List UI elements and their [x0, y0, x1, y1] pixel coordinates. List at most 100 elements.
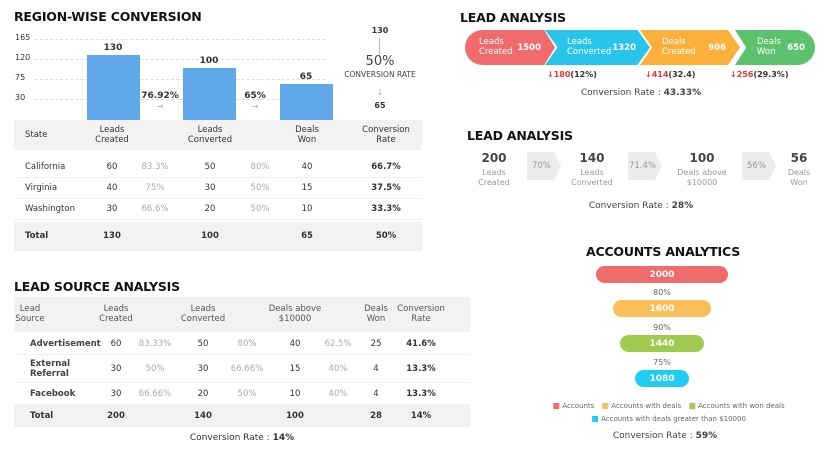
total-cell: 200: [107, 410, 125, 421]
drop-pct: (32.4): [668, 70, 696, 79]
column-header: Lead Source: [15, 303, 45, 324]
legend-label: Accounts with won deals: [698, 402, 785, 410]
table-cell: 4: [373, 388, 379, 399]
y-tick-label: 30: [15, 93, 26, 103]
table-cell: 66.6%: [141, 203, 169, 214]
bar[interactable]: [280, 83, 333, 120]
table-cell: 80%: [250, 161, 270, 172]
funnel-bar[interactable]: 1600: [612, 300, 712, 317]
total-cell: 140: [194, 410, 212, 421]
table-cell: 50%: [250, 182, 270, 193]
table-cell: 15: [289, 363, 301, 374]
y-tick-label: 120: [15, 53, 31, 63]
column-header: Leads Converted: [180, 303, 226, 324]
funnel-stage[interactable]: Deals Won 650: [735, 30, 815, 65]
conv-label: Conversion Rate :: [588, 201, 672, 211]
table-total-row: Total 200 140 100 28 14%: [14, 405, 470, 427]
table-row: Washington 30 66.6% 20 50% 10 33.3%: [14, 199, 422, 220]
funnel-bar[interactable]: 1440: [619, 335, 705, 352]
conv-value: 59%: [695, 431, 718, 441]
col-leads-converted: Leads Converted: [187, 124, 233, 145]
legend-item[interactable]: Accounts with deals: [594, 402, 681, 410]
funnel-rate: 80%: [653, 288, 671, 297]
table-cell: 66.7%: [371, 161, 401, 172]
stage-value: 650: [787, 42, 805, 53]
col-state: State: [25, 129, 48, 140]
legend-item[interactable]: Accounts with won deals: [681, 402, 785, 410]
bar[interactable]: [183, 68, 236, 120]
drop-num: 180: [553, 70, 571, 79]
table-cell: 75%: [145, 182, 165, 193]
funnel-bar[interactable]: 1080: [635, 370, 689, 387]
table-cell: 25: [370, 338, 382, 349]
table-cell: 40: [106, 182, 118, 193]
table-cell: 30: [106, 203, 118, 214]
lead-source-title: LEAD SOURCE ANALYSIS: [14, 279, 180, 294]
total-cell: 65: [301, 230, 313, 241]
column-header: Deals Won: [364, 303, 388, 324]
column-header: Leads Created: [99, 303, 133, 324]
bar-value-label: 130: [103, 42, 123, 53]
stage-value: 140: [579, 151, 605, 165]
y-tick-label: 165: [15, 33, 31, 43]
rate-chevron: 56%: [742, 152, 776, 180]
stage-label: Deals Won: [787, 168, 811, 187]
funnel-stage[interactable]: Leads Created 1500: [465, 30, 555, 65]
legend-swatch-icon: [592, 416, 599, 422]
y-tick-label: 75: [15, 73, 26, 83]
table-cell: California: [25, 161, 66, 172]
table-cell: 50: [197, 338, 209, 349]
table-cell: 15: [301, 182, 313, 193]
table-cell: 66.66%: [230, 363, 264, 374]
summary-top: 130: [371, 26, 389, 35]
total-cell: 100: [201, 230, 219, 241]
col-leads-created: Leads Created: [95, 124, 129, 145]
table-cell: 40: [301, 161, 313, 172]
accounts-conversion: Conversion Rate : 59%: [613, 431, 717, 441]
drop-num: 256: [736, 70, 754, 79]
table-cell: 41.6%: [406, 338, 436, 349]
summary-label: CONVERSION RATE: [344, 70, 416, 79]
table-cell: Virginia: [25, 182, 58, 193]
legend-item[interactable]: Accounts: [545, 402, 594, 410]
stage-value: 1500: [517, 42, 541, 53]
table-cell: 20: [197, 388, 209, 399]
total-cell: 130: [103, 230, 121, 241]
total-cell: 50%: [375, 230, 397, 241]
legend-label: Accounts with deals greater than $10000: [601, 415, 746, 423]
lead-analysis-conversion: Conversion Rate : 43.33%: [581, 88, 701, 98]
table-cell: 40: [289, 338, 301, 349]
table-row: Advertisement 60 83.33% 50 80% 40 62.5% 25 41.6%: [14, 332, 470, 355]
total-cell: 100: [286, 410, 304, 421]
table-header: State Leads Created Leads Converted Deal…: [14, 120, 422, 150]
gridline: [35, 59, 325, 61]
total-label: Total: [25, 230, 49, 241]
funnel-stage[interactable]: Deals Created 906: [640, 30, 740, 65]
legend-label: Accounts: [562, 402, 595, 410]
lead-analysis-2-title: LEAD ANALYSIS: [467, 128, 573, 143]
table-cell: 40%: [328, 388, 348, 399]
funnel-bar[interactable]: 2000: [596, 266, 728, 283]
rate-chevron: 71.4%: [628, 152, 662, 180]
region-title: REGION-WISE CONVERSION: [14, 9, 202, 24]
table-cell: 83.33%: [138, 338, 172, 349]
stage-label: Leads Created: [478, 168, 510, 187]
accounts-legend: Accounts Accounts with deals Accounts with…: [545, 402, 785, 410]
table-cell: 20: [204, 203, 216, 214]
gridline: [35, 39, 325, 41]
conv-value: 14%: [272, 433, 295, 443]
drop-off: ↓180(12%): [547, 70, 597, 79]
drop-off: ↓256(29.3%): [730, 70, 788, 79]
accounts-title: ACCOUNTS ANALYTICS: [585, 244, 741, 259]
drop-off: ↓414(32.4): [645, 70, 695, 79]
table-cell: 13.3%: [406, 388, 436, 399]
funnel-stage[interactable]: Leads Converted 1320: [545, 30, 650, 65]
table-cell: 10: [301, 203, 313, 214]
table-cell: 30: [110, 388, 122, 399]
table-cell: 50%: [250, 203, 270, 214]
bar[interactable]: [87, 54, 140, 120]
stage-label: Leads Converted: [567, 37, 612, 57]
bar-value-label: 65: [299, 71, 313, 82]
legend-item[interactable]: Accounts with deals greater than $10000: [584, 415, 746, 423]
bar-value-label: 100: [199, 56, 219, 67]
